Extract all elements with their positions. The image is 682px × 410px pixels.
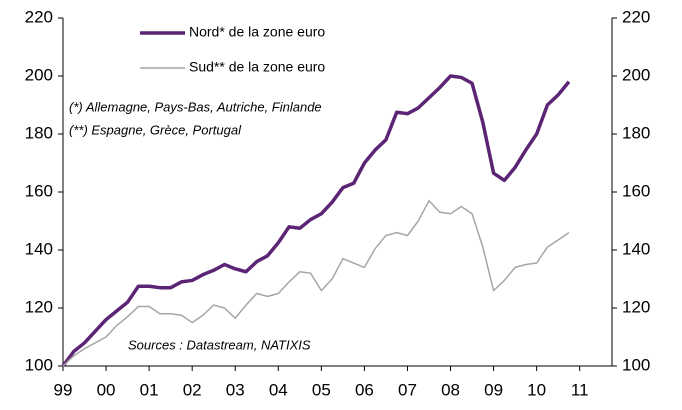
- series-line: [62, 199, 570, 367]
- y2-tick-label: 180: [622, 123, 650, 142]
- y-tick-label: 160: [25, 181, 53, 200]
- x-tick-label: 03: [226, 380, 245, 399]
- x-tick-label: 05: [312, 380, 331, 399]
- x-tick-label: 10: [527, 380, 546, 399]
- x-tick-label: 07: [398, 380, 417, 399]
- x-tick-label: 08: [441, 380, 460, 399]
- x-tick-label: 09: [484, 380, 503, 399]
- legend-label: Sud** de la zone euro: [189, 59, 325, 75]
- y-tick-label: 200: [25, 65, 53, 84]
- y2-tick-label: 160: [622, 181, 650, 200]
- y2-tick-label: 100: [622, 355, 650, 374]
- x-tick-label: 04: [269, 380, 288, 399]
- x-tick-label: 01: [140, 380, 159, 399]
- x-tick-label: 00: [97, 380, 116, 399]
- y-tick-label: 220: [25, 7, 53, 26]
- y2-tick-label: 120: [622, 297, 650, 316]
- y2-tick-label: 140: [622, 239, 650, 258]
- x-tick-label: 99: [54, 380, 73, 399]
- y-tick-label: 140: [25, 239, 53, 258]
- series-line: [61, 74, 571, 368]
- annotation: Sources : Datastream, NATIXIS: [128, 337, 311, 352]
- x-tick-label: 11: [571, 380, 589, 399]
- y-tick-label: 180: [25, 123, 53, 142]
- annotation: (**) Espagne, Grèce, Portugal: [69, 122, 242, 137]
- y-tick-label: 120: [25, 297, 53, 316]
- legend-label: Nord* de la zone euro: [189, 24, 325, 40]
- y2-tick-label: 220: [622, 7, 650, 26]
- x-tick-label: 06: [355, 380, 374, 399]
- x-tick-label: 02: [183, 380, 202, 399]
- y2-tick-label: 200: [622, 65, 650, 84]
- y-tick-label: 100: [25, 355, 53, 374]
- annotation: (*) Allemagne, Pays-Bas, Autriche, Finla…: [69, 99, 322, 114]
